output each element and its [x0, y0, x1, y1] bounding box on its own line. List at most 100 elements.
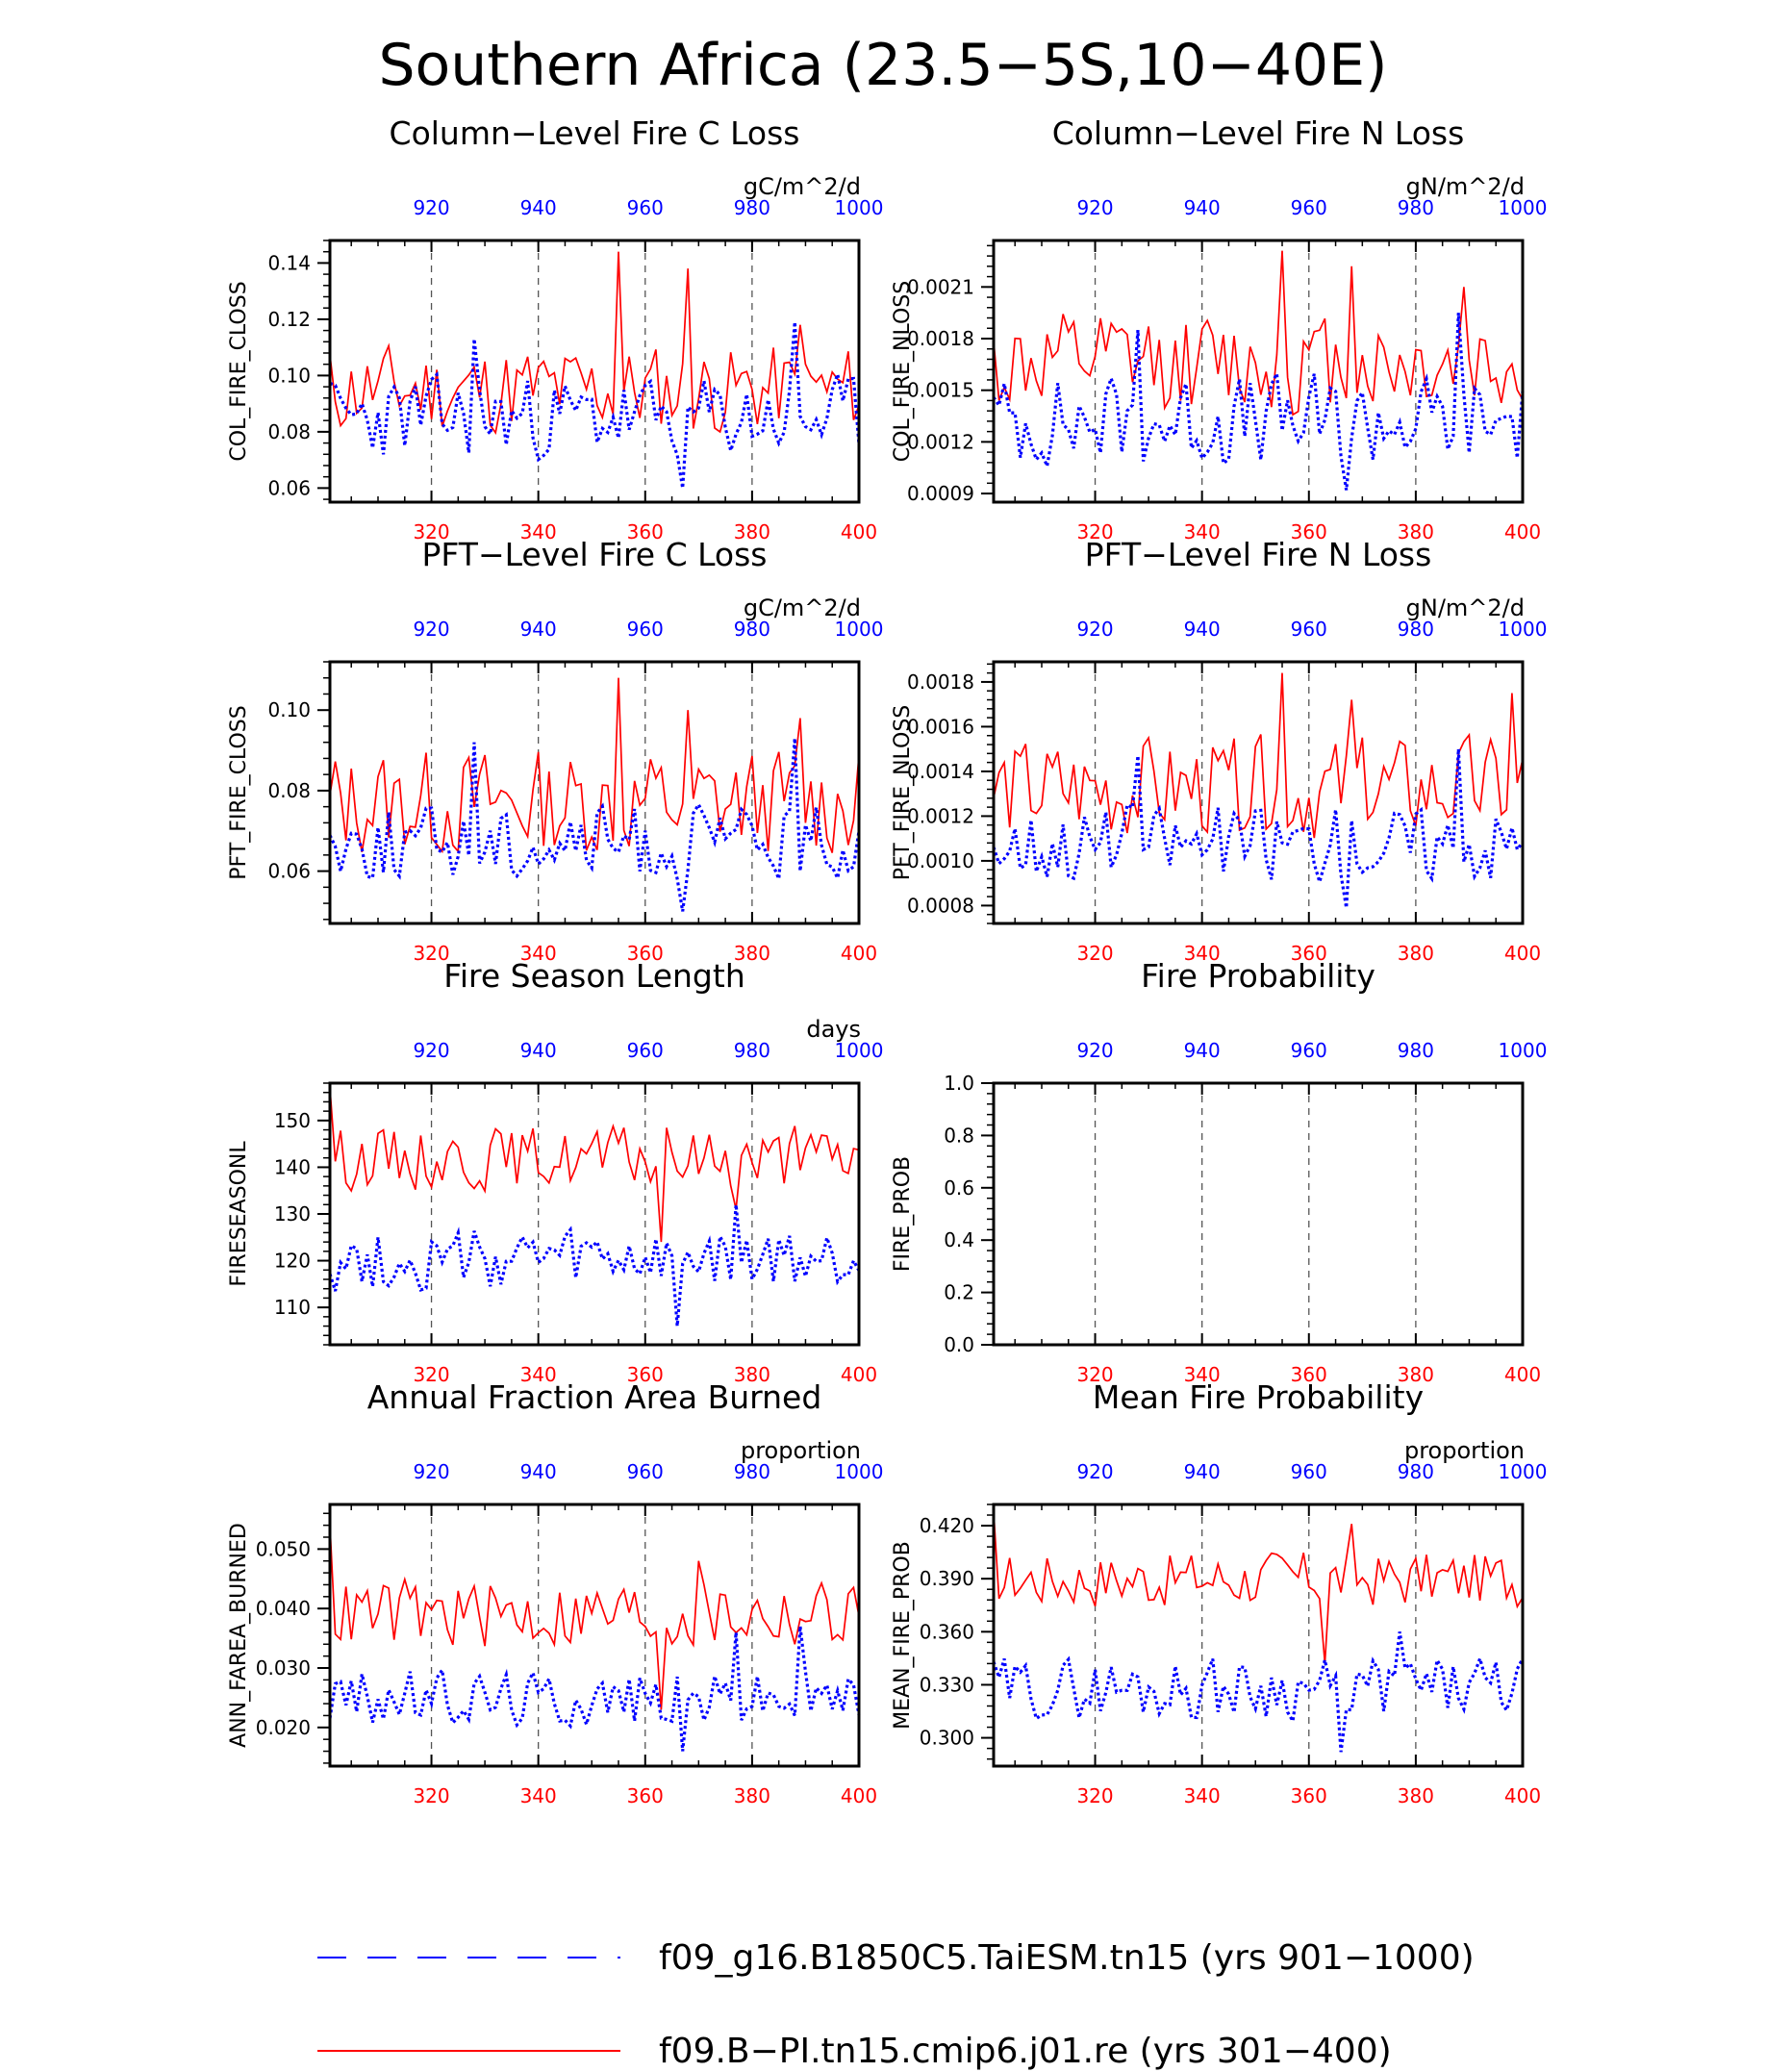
panel-units: days — [806, 1016, 861, 1043]
y-axis-label: COL_FIRE_NLOSS — [891, 281, 915, 462]
x-top-tick-label: 1000 — [835, 618, 884, 641]
y-axis-label: MEAN_FIRE_PROB — [891, 1541, 915, 1730]
panel-units: proportion — [741, 1437, 861, 1464]
x-bottom-tick-label: 320 — [413, 1784, 449, 1807]
y-axis-label: FIRESEASONL — [227, 1141, 251, 1287]
x-bottom-tick-label: 380 — [1398, 942, 1434, 965]
y-tick-label: 1.0 — [944, 1072, 974, 1095]
y-axis-label: PFT_FIRE_NLOSS — [891, 705, 915, 880]
panel-units: gN/m^2/d — [1406, 594, 1525, 621]
x-top-tick-label: 920 — [413, 618, 449, 641]
panel-title: PFT−Level Fire C Loss — [421, 536, 767, 573]
y-tick-label: 0.020 — [256, 1716, 311, 1739]
x-top-tick-label: 960 — [627, 1460, 664, 1483]
y-tick-label: 0.0 — [944, 1333, 974, 1356]
y-tick-label: 0.360 — [920, 1620, 974, 1643]
series-line-taiesm — [992, 1631, 1525, 1753]
x-bottom-tick-label: 340 — [520, 1784, 557, 1807]
x-top-tick-label: 980 — [1398, 618, 1434, 641]
x-top-tick-label: 980 — [734, 618, 770, 641]
x-bottom-tick-label: 360 — [1291, 942, 1327, 965]
x-top-tick-label: 920 — [1076, 196, 1113, 219]
x-top-tick-label: 940 — [520, 618, 557, 641]
legend-label: f09.B−PI.tn15.cmip6.j01.re (yrs 301−400) — [659, 2032, 1392, 2071]
y-tick-label: 140 — [274, 1155, 311, 1178]
x-top-tick-label: 960 — [1291, 196, 1327, 219]
x-bottom-tick-label: 400 — [841, 1363, 877, 1386]
panel-units: gC/m^2/d — [744, 173, 861, 200]
series-line-taiesm — [992, 748, 1525, 908]
x-top-tick-label: 940 — [1184, 1039, 1221, 1062]
plot-frame — [992, 1081, 1525, 1347]
x-top-tick-label: 940 — [1184, 196, 1221, 219]
x-bottom-tick-label: 360 — [627, 1784, 664, 1807]
y-tick-label: 0.0010 — [907, 849, 974, 872]
series-line-taiesm — [328, 738, 861, 912]
series-line-taiesm — [992, 313, 1525, 491]
panel-title: Fire Season Length — [443, 957, 744, 995]
plot-frame — [992, 1503, 1525, 1768]
y-tick-label: 0.0008 — [907, 894, 974, 917]
x-bottom-tick-label: 360 — [1291, 1363, 1327, 1386]
x-bottom-tick-label: 320 — [1076, 520, 1113, 543]
y-tick-label: 0.12 — [267, 308, 311, 331]
y-tick-label: 110 — [274, 1296, 311, 1319]
x-bottom-tick-label: 360 — [1291, 1784, 1327, 1807]
y-tick-label: 0.0009 — [907, 482, 974, 505]
y-tick-label: 150 — [274, 1109, 311, 1132]
x-top-tick-label: 940 — [1184, 618, 1221, 641]
x-bottom-tick-label: 360 — [1291, 520, 1327, 543]
series-line-cmip6 — [329, 1087, 860, 1243]
y-tick-label: 0.0014 — [907, 760, 974, 783]
x-top-tick-label: 920 — [1076, 1039, 1113, 1062]
plot-frame — [328, 660, 861, 925]
x-top-tick-label: 920 — [413, 1460, 449, 1483]
x-bottom-tick-label: 320 — [1076, 1784, 1113, 1807]
legend: f09_g16.B1850C5.TaiESM.tn15 (yrs 901−100… — [317, 1938, 1475, 2071]
chart-panel: Column−Level Fire N Loss gN/m^2/d 0.0009 0.… — [891, 114, 1547, 543]
plot-frame — [992, 660, 1525, 925]
y-tick-label: 0.030 — [256, 1656, 311, 1680]
x-top-tick-label: 1000 — [835, 196, 884, 219]
x-bottom-tick-label: 340 — [1184, 1363, 1221, 1386]
x-bottom-tick-label: 400 — [841, 520, 877, 543]
x-bottom-tick-label: 320 — [1076, 1363, 1113, 1386]
series-line-taiesm — [328, 1626, 861, 1752]
chart-panel: PFT−Level Fire N Loss gN/m^2/d 0.0008 0.001… — [891, 536, 1547, 965]
x-bottom-tick-label: 320 — [1076, 942, 1113, 965]
x-top-tick-label: 920 — [1076, 1460, 1113, 1483]
page-title: Southern Africa (23.5−5S,10−40E) — [378, 32, 1387, 99]
y-tick-label: 0.14 — [267, 251, 311, 274]
y-tick-label: 130 — [274, 1202, 311, 1226]
x-bottom-tick-label: 400 — [841, 1784, 877, 1807]
x-top-tick-label: 980 — [734, 196, 770, 219]
x-top-tick-label: 960 — [1291, 1039, 1327, 1062]
x-bottom-tick-label: 360 — [627, 1363, 664, 1386]
y-tick-label: 0.08 — [267, 779, 311, 802]
x-bottom-tick-label: 380 — [734, 942, 770, 965]
x-top-tick-label: 920 — [413, 196, 449, 219]
x-top-tick-label: 1000 — [1499, 618, 1548, 641]
x-bottom-tick-label: 360 — [627, 942, 664, 965]
y-axis-label: COL_FIRE_CLOSS — [227, 281, 251, 461]
x-top-tick-label: 920 — [1076, 618, 1113, 641]
y-tick-label: 0.06 — [267, 476, 311, 499]
plot-frame — [328, 1081, 861, 1347]
y-tick-label: 0.330 — [920, 1673, 974, 1696]
chart-panel: Fire Probability 0.0 0.2 0.4 0.6 0.8 1.0 FIRE_P… — [891, 957, 1547, 1386]
panel-title: Fire Probability — [1141, 957, 1375, 995]
legend-label: f09_g16.B1850C5.TaiESM.tn15 (yrs 901−100… — [659, 1938, 1475, 1978]
x-top-tick-label: 980 — [734, 1039, 770, 1062]
y-tick-label: 0.08 — [267, 420, 311, 443]
x-top-tick-label: 1000 — [1499, 196, 1548, 219]
plot-frame — [328, 1503, 861, 1768]
chart-panel: Fire Season Length days 110 120 130 140 150 FIR… — [227, 957, 883, 1386]
x-bottom-tick-label: 400 — [1504, 942, 1541, 965]
series-line-cmip6 — [993, 672, 1524, 839]
y-tick-label: 0.0016 — [907, 715, 974, 738]
chart-panel: Column−Level Fire C Loss gC/m^2/d 0.06 0.08… — [227, 114, 883, 543]
x-bottom-tick-label: 400 — [1504, 1784, 1541, 1807]
x-top-tick-label: 960 — [627, 618, 664, 641]
x-bottom-tick-label: 380 — [734, 1784, 770, 1807]
